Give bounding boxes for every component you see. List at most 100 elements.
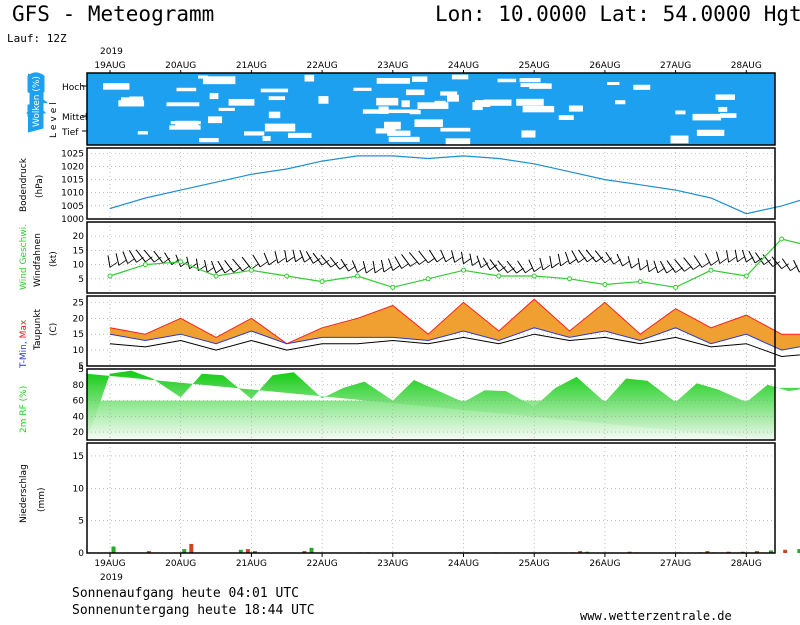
wind-barb [616, 253, 624, 267]
cloud-gap [202, 76, 236, 85]
date-label-bottom: 23AUG [377, 559, 408, 569]
website-link[interactable]: www.wetterzentrale.de [580, 609, 732, 623]
wind-barb [210, 260, 217, 274]
panel-frame [86, 295, 776, 367]
wind-barb-flag [445, 256, 454, 263]
pressure-unit-label: (hPa) [35, 175, 45, 198]
wind-tick-label: 10 [73, 261, 85, 271]
wind-barb-flag [648, 266, 657, 273]
cloud-gap [715, 94, 735, 100]
precip-tick-label: 5 [78, 517, 84, 527]
wind-speed-point [178, 259, 184, 265]
wind-barb-flag [586, 256, 595, 263]
windvane-axis-label: Windfahnen [33, 233, 43, 287]
cloud-gap [719, 113, 737, 118]
cloud-gap [670, 135, 689, 144]
humidity-top-label: 5 [78, 365, 84, 375]
humidity-tick-label: 60 [73, 397, 85, 407]
date-label-bottom: 26AUG [589, 559, 620, 569]
sunrise-text: Sonnenaufgang heute 04:01 UTC [72, 586, 299, 601]
wind-barb [340, 258, 350, 272]
wind-barb [564, 251, 571, 265]
precip-bar [578, 551, 583, 553]
cloud-gap [103, 83, 130, 90]
precip-bar [252, 551, 257, 553]
wind-barb-flag [684, 266, 692, 272]
wind-barb [451, 250, 456, 263]
date-label-top: 26AUG [589, 61, 620, 71]
cloud-gap [519, 78, 541, 83]
wind-barb [594, 250, 606, 264]
date-label-top: 19AUG [94, 61, 125, 71]
precip-bar [182, 549, 187, 553]
pressure-tick-label: 1010 [61, 189, 84, 199]
cloud-gap [376, 97, 399, 106]
date-label-top: 21AUG [236, 61, 267, 71]
cloud-gap [244, 131, 265, 136]
wind-barb-flag [145, 256, 153, 263]
temperature-tick-label: 10 [73, 346, 85, 356]
cloud-gap [262, 136, 271, 141]
date-label-bottom: 19AUG [94, 559, 125, 569]
wind-barb [351, 260, 358, 273]
wind-barb [299, 250, 305, 263]
wind-barb [528, 259, 535, 272]
wind-barb [646, 259, 650, 272]
wind-speed-point [284, 273, 290, 279]
cloud-gap [497, 78, 517, 83]
panel-frame [86, 368, 776, 441]
precip-bar [302, 551, 307, 553]
year-label-bottom: 2019 [100, 573, 123, 583]
cloud-gap [166, 102, 200, 107]
wind-barb [241, 256, 252, 270]
wind-barb [320, 254, 332, 268]
cloud-gap [633, 84, 651, 90]
wind-barb-flag [330, 261, 339, 268]
wind-barb-flag [551, 262, 560, 269]
wind-barb-flag [233, 266, 241, 273]
wind-barb [122, 251, 129, 264]
wind-barb [793, 259, 800, 273]
wind-barb [549, 255, 553, 269]
wind-speed-point [531, 273, 537, 279]
wind-barb [683, 257, 694, 270]
precip-bar [238, 549, 243, 553]
tmin-legend: T-Min, [19, 341, 29, 369]
cloud-level-axis-label: Level [49, 99, 59, 138]
precip-bar [754, 551, 759, 553]
wind-barb-flag [321, 259, 330, 266]
wind-barb-flag [180, 261, 188, 267]
cloud-gap [175, 120, 199, 129]
wind-barb-flag [109, 262, 118, 268]
wind-barb [380, 259, 385, 273]
wind-barb-flag [295, 256, 303, 263]
precip-bar [146, 551, 151, 553]
wind-barb [585, 249, 597, 263]
pressure-tick-label: 1005 [61, 202, 84, 212]
wind-barb [440, 249, 447, 262]
wind-barb [394, 256, 403, 269]
cloud-gap [521, 130, 536, 138]
wind-barb [312, 252, 323, 266]
precip-tick-label: 15 [73, 452, 84, 462]
wind-barb [135, 249, 146, 263]
cloud-gap [483, 99, 512, 106]
wind-barb-flag [454, 257, 462, 263]
humidity-tick-label: 80 [73, 381, 85, 391]
cloud-level-label: Tief [61, 128, 79, 138]
date-label-top: 24AUG [448, 61, 479, 71]
model-run: Lauf: 12Z [7, 32, 67, 45]
pressure-tick-label: 1020 [61, 162, 84, 172]
temperature-tick-label: 25 [73, 298, 84, 308]
wind-barb [428, 249, 438, 263]
cloud-gap [362, 109, 389, 114]
model-title: GFS - Meteogramm [12, 2, 215, 26]
precip-bar [111, 546, 116, 553]
cloud-gap [387, 109, 419, 114]
wind-barb-flag [313, 258, 321, 264]
wind-barb-flag [542, 264, 551, 271]
wind-barb-flag [595, 256, 604, 263]
temperature-tick-label: 15 [73, 330, 84, 340]
cloud-gap [412, 76, 428, 82]
wind-barb [748, 250, 756, 264]
